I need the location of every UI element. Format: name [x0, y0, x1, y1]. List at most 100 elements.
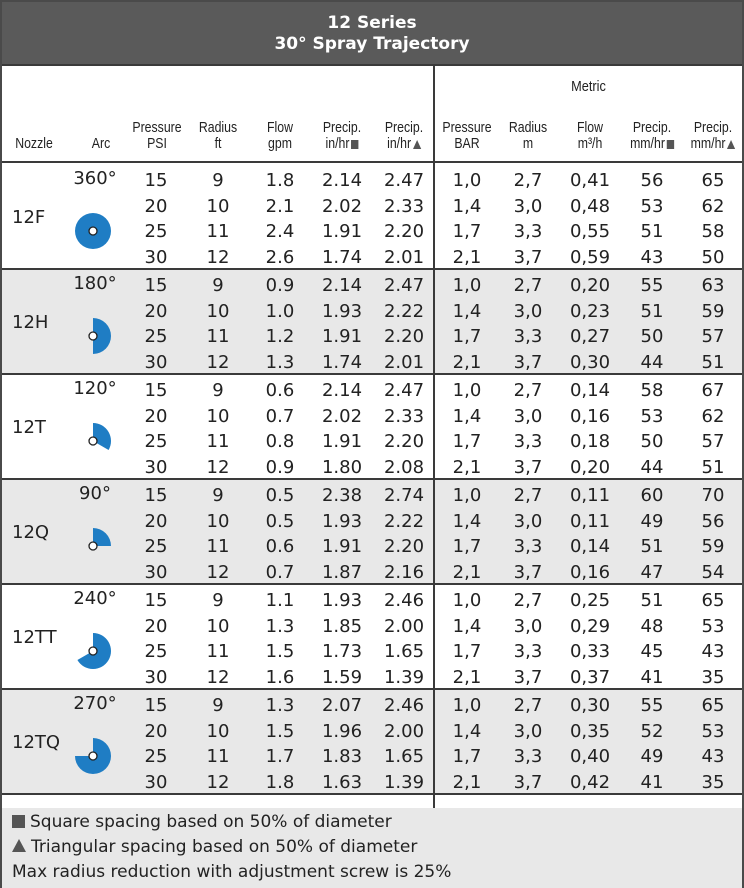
table-cell: 35	[701, 666, 725, 688]
table-cell: 2.47	[383, 170, 425, 191]
table-cell: 56	[640, 170, 664, 191]
column-header-line2: in/hr	[387, 135, 412, 152]
table-cell: 0.7	[265, 405, 295, 427]
table-cell: 55	[640, 275, 664, 296]
table-cell: 2,1	[452, 666, 482, 688]
column-header-9: Flow m³/h	[557, 120, 623, 152]
table-cell: 20	[144, 195, 168, 217]
three-quarter-circle-arc-icon	[73, 736, 113, 780]
table-cell: 3,7	[513, 246, 543, 268]
table-cell: 12	[206, 771, 230, 793]
table-cell: 1,7	[452, 536, 482, 557]
column-header-11: Precip. mm/hr	[680, 120, 744, 152]
table-cell: 25	[144, 326, 168, 347]
table-cell: 54	[701, 561, 725, 583]
table-cell: 0,25	[569, 590, 611, 611]
table-cell: 1,4	[452, 405, 482, 427]
arc-degrees: 270°	[73, 693, 117, 714]
table-cell: 1,0	[452, 275, 482, 296]
table-cell: 62	[701, 405, 725, 427]
table-cell: 1.1	[265, 590, 295, 611]
column-header-line2: Nozzle	[15, 135, 53, 152]
table-cell: 2,7	[513, 485, 543, 506]
table-cell: 3,0	[513, 510, 543, 532]
table-cell: 1.6	[265, 666, 295, 688]
column-header-line2: mm/hr	[690, 135, 726, 152]
table-cell: 10	[206, 615, 230, 637]
table-cell: 1,4	[452, 510, 482, 532]
table-cell: 1.39	[383, 666, 425, 688]
column-header-line2: gpm	[268, 135, 292, 152]
table-cell: 1.3	[265, 351, 295, 373]
table-cell: 2.20	[383, 221, 425, 242]
table-cell: 2,1	[452, 771, 482, 793]
table-cell: 2,1	[452, 246, 482, 268]
adjustment-note: Max radius reduction with adjustment scr…	[12, 862, 452, 882]
table-cell: 63	[701, 275, 725, 296]
table-cell: 2.20	[383, 326, 425, 347]
table-cell: 1.39	[383, 771, 425, 793]
table-cell: 51	[701, 351, 725, 373]
table-cell: 3,0	[513, 720, 543, 742]
table-cell: 2.47	[383, 275, 425, 296]
square-icon	[351, 139, 359, 149]
table-cell: 0,37	[569, 666, 611, 688]
table-cell: 0.5	[265, 485, 295, 506]
column-header-line1: Radius	[508, 119, 548, 136]
table-cell: 0,20	[569, 456, 611, 478]
table-cell: 2.08	[383, 456, 425, 478]
table-cell: 3,7	[513, 351, 543, 373]
table-cell: 1,0	[452, 170, 482, 191]
table-cell: 1.74	[321, 351, 363, 373]
table-cell: 45	[640, 641, 664, 662]
table-cell: 0.6	[265, 536, 295, 557]
table-cell: 25	[144, 746, 168, 767]
table-cell: 0,29	[569, 615, 611, 637]
square-icon	[12, 815, 25, 828]
column-header-4: Flow gpm	[247, 120, 313, 152]
column-header-line2: ft	[214, 135, 222, 152]
table-cell: 12	[206, 561, 230, 583]
table-cell: 53	[701, 615, 725, 637]
table-cell: 1.96	[321, 720, 363, 742]
table-cell: 2.01	[383, 351, 425, 373]
table-cell: 65	[701, 695, 725, 716]
column-header-line2: BAR	[454, 135, 480, 152]
table-cell: 0,11	[569, 485, 611, 506]
table-cell: 20	[144, 510, 168, 532]
table-cell: 2,7	[513, 590, 543, 611]
column-header-6: Precip. in/hr	[371, 120, 437, 152]
table-cell: 0.9	[265, 456, 295, 478]
square-icon	[666, 139, 674, 149]
table-cell: 30	[144, 666, 168, 688]
table-cell: 2,1	[452, 456, 482, 478]
table-cell: 0,42	[569, 771, 611, 793]
column-header-line2: PSI	[147, 135, 167, 152]
table-cell: 9	[212, 275, 224, 296]
table-cell: 0.7	[265, 561, 295, 583]
column-header-line2: Arc	[91, 135, 111, 152]
table-cell: 50	[640, 431, 664, 452]
table-cell: 1.5	[265, 641, 295, 662]
table-cell: 55	[640, 695, 664, 716]
table-cell: 0,30	[569, 695, 611, 716]
table-cell: 53	[701, 720, 725, 742]
table-cell: 25	[144, 536, 168, 557]
table-cell: 2.02	[321, 405, 363, 427]
table-cell: 1,4	[452, 195, 482, 217]
table-cell: 57	[701, 431, 725, 452]
column-header-line1: Radius	[198, 119, 238, 136]
column-header-line2: m³/h	[577, 135, 603, 152]
column-header-5: Precip. in/hr	[309, 120, 375, 152]
arc-degrees: 180°	[73, 273, 117, 294]
table-cell: 0,33	[569, 641, 611, 662]
table-cell: 3,0	[513, 195, 543, 217]
table-cell: 51	[640, 590, 664, 611]
nozzle-group-12q: 12Q 90° 15 9 0.5 2.38 2.74 1,0 2,7 0,11 60 70 20 10 0.…	[2, 480, 742, 585]
table-cell: 11	[206, 221, 230, 242]
table-cell: 9	[212, 170, 224, 191]
table-cell: 2.00	[383, 615, 425, 637]
table-cell: 1.91	[321, 536, 363, 557]
table-cell: 15	[144, 590, 168, 611]
table-cell: 2.07	[321, 695, 363, 716]
